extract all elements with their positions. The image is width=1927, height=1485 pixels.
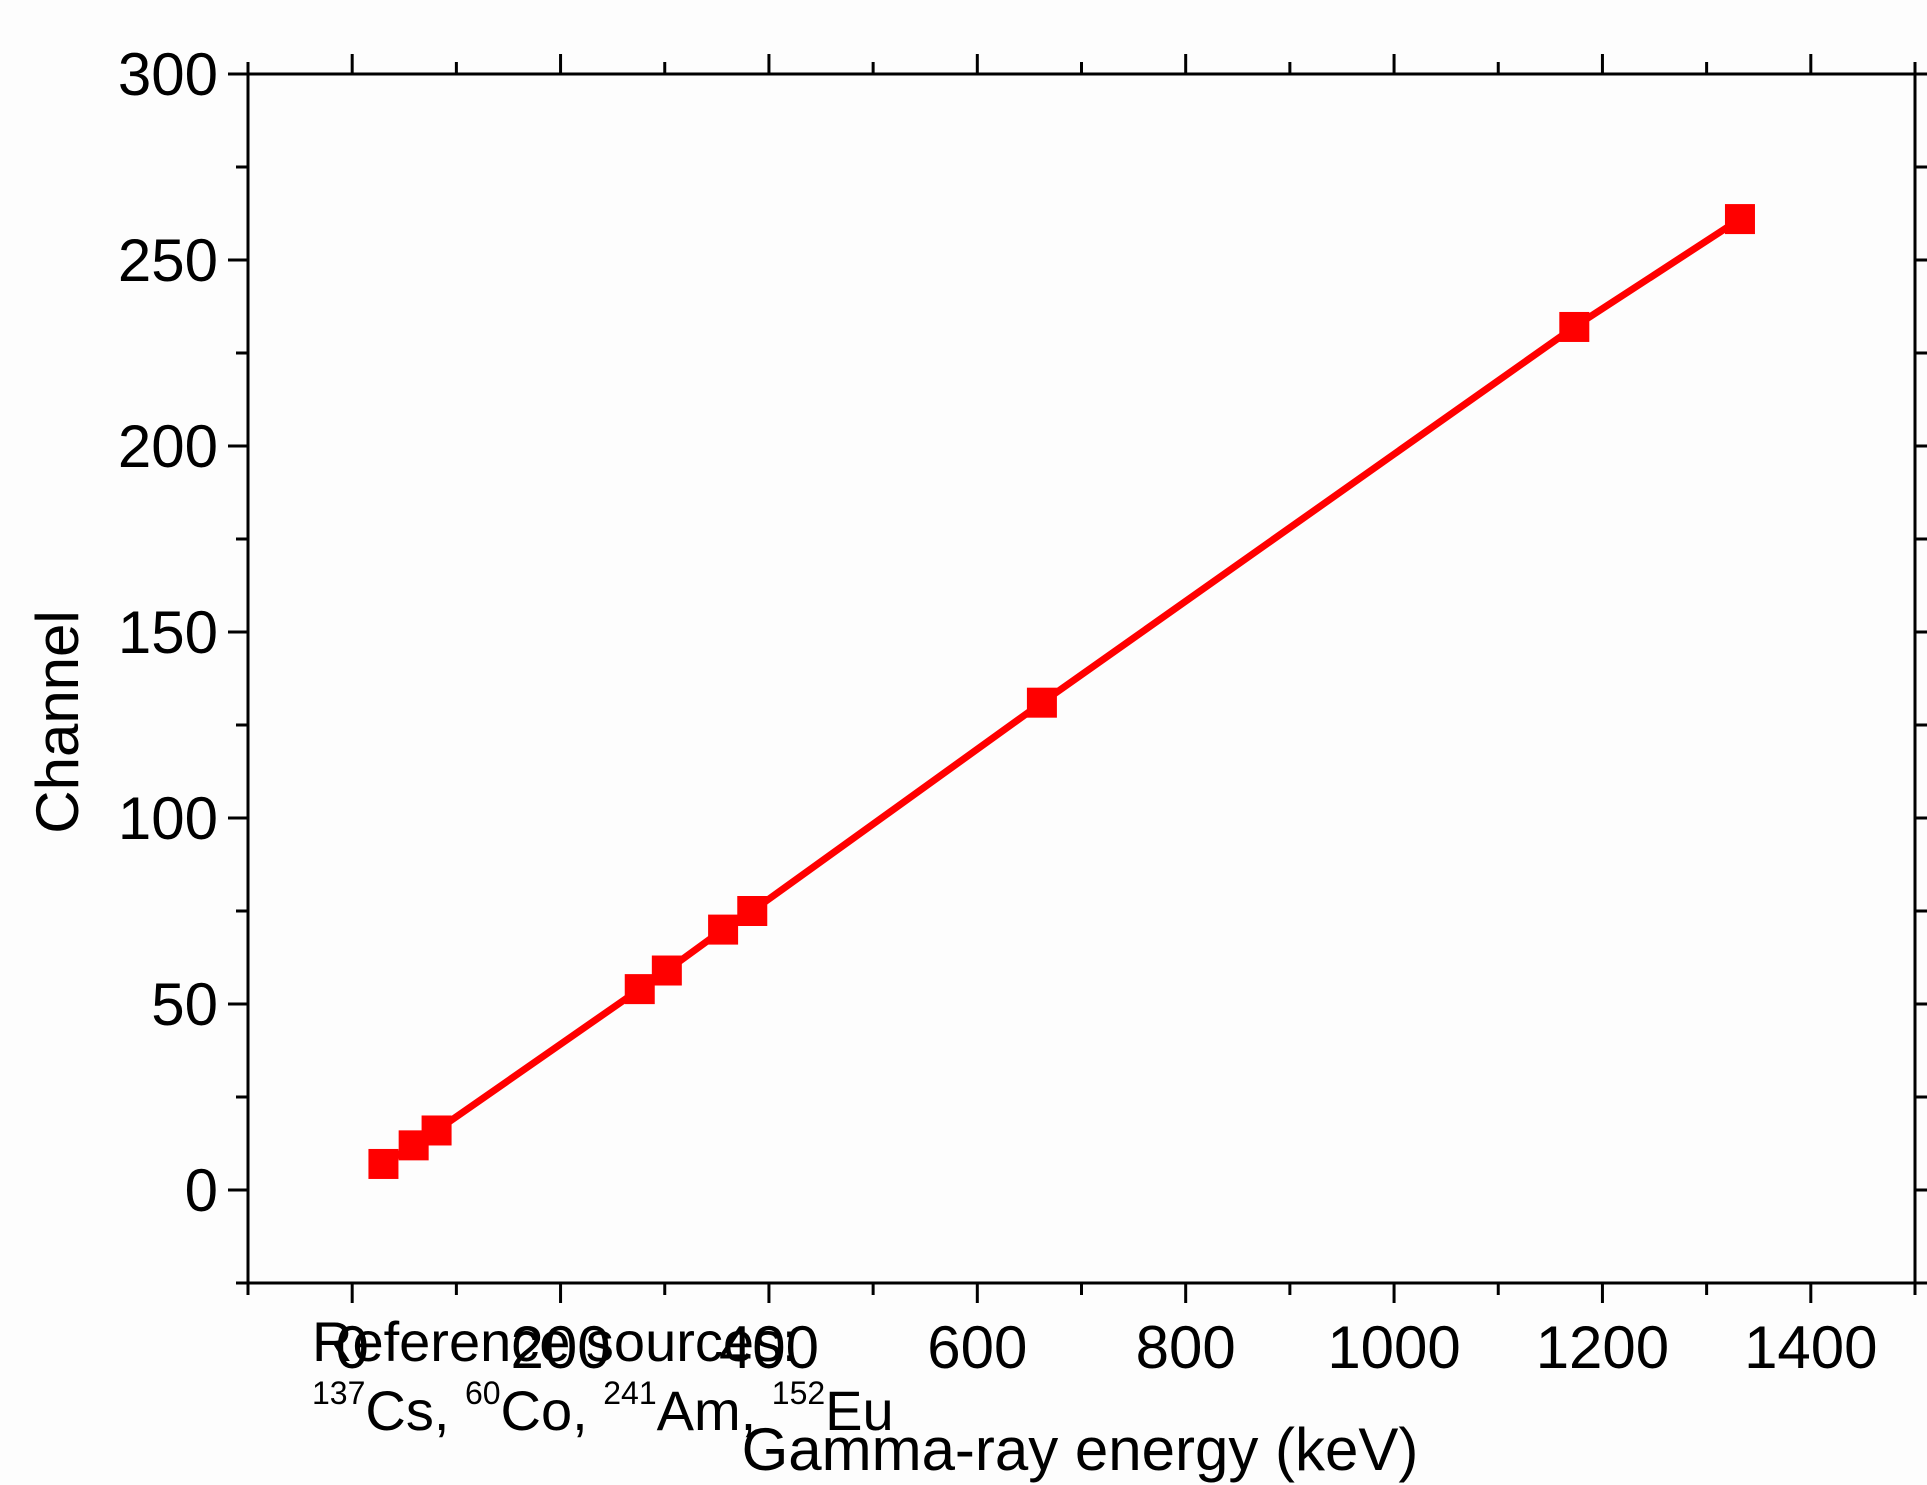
isotope-mass-number: 137: [312, 1375, 365, 1411]
data-point-marker: [651, 955, 682, 986]
data-point-marker: [708, 914, 739, 945]
data-point-marker: [368, 1148, 399, 1179]
data-point-marker: [421, 1115, 452, 1146]
data-point-marker: [1559, 311, 1590, 342]
series-line: [381, 216, 1742, 1167]
data-point-marker: [624, 974, 655, 1005]
isotope-mass-number: 241: [603, 1375, 656, 1411]
x-tick-label: 0: [336, 1314, 369, 1381]
annotation-line-1: Reference sources:: [312, 1310, 798, 1373]
y-tick-label: 300: [118, 41, 218, 108]
x-tick-label: 1400: [1744, 1314, 1877, 1381]
y-tick-label: 100: [118, 785, 218, 852]
isotope-mass-number: 60: [465, 1375, 501, 1411]
y-tick-label: 50: [151, 971, 218, 1038]
isotope-mass-number: 152: [772, 1375, 825, 1411]
x-tick-label: 1000: [1327, 1314, 1460, 1381]
x-tick-label: 800: [1136, 1314, 1236, 1381]
data-point-marker: [1026, 687, 1057, 718]
isotope-symbol: Co,: [501, 1379, 604, 1442]
x-tick-label: 200: [511, 1314, 611, 1381]
y-axis-title: Channel: [24, 610, 91, 834]
data-point-marker: [737, 896, 768, 926]
reference-sources-annotation: Reference sources: 137Cs, 60Co, 241Am, 1…: [312, 1310, 894, 1442]
y-tick-label: 0: [185, 1157, 218, 1224]
annotation-line-2: 137Cs, 60Co, 241Am, 152Eu: [312, 1375, 894, 1442]
isotope-symbol: Am,: [657, 1379, 772, 1442]
y-tick-label: 150: [118, 599, 218, 666]
isotope-symbol: Eu: [825, 1379, 894, 1442]
tick-labels: 0 200 400 600 800 1000 1200 1400 0 50 100 150 200 250…: [118, 41, 1878, 1381]
x-tick-label: 400: [719, 1314, 819, 1381]
x-axis-title: Gamma-ray energy (keV): [742, 1416, 1419, 1483]
data-point-marker: [1724, 204, 1755, 235]
x-tick-label: 1200: [1536, 1314, 1669, 1381]
axes: [228, 54, 1927, 1303]
y-tick-label: 250: [118, 227, 218, 294]
x-tick-label: 600: [927, 1314, 1027, 1381]
isotope-symbol: Cs,: [365, 1379, 465, 1442]
data-series: [368, 204, 1755, 1179]
y-tick-label: 200: [118, 413, 218, 480]
